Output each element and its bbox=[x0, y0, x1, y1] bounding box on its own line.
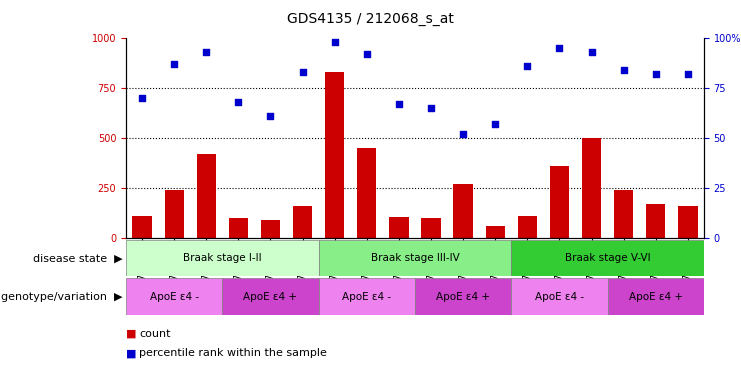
Point bbox=[489, 121, 501, 127]
Bar bbox=[453, 184, 473, 238]
Bar bbox=[222, 278, 319, 315]
Bar bbox=[608, 278, 704, 315]
Text: ApoE ε4 +: ApoE ε4 + bbox=[244, 291, 297, 302]
Bar bbox=[422, 218, 441, 238]
Text: ApoE ε4 +: ApoE ε4 + bbox=[436, 291, 490, 302]
Bar bbox=[261, 220, 280, 238]
Point bbox=[522, 63, 534, 70]
Bar bbox=[582, 138, 601, 238]
Point bbox=[136, 95, 148, 101]
Point bbox=[585, 49, 597, 55]
Bar bbox=[229, 218, 248, 238]
Point bbox=[296, 69, 308, 75]
Point bbox=[361, 51, 373, 58]
Point bbox=[329, 39, 341, 45]
Bar bbox=[678, 206, 697, 238]
Bar bbox=[485, 226, 505, 238]
Text: count: count bbox=[139, 329, 171, 339]
Text: ApoE ε4 -: ApoE ε4 - bbox=[535, 291, 584, 302]
Text: percentile rank within the sample: percentile rank within the sample bbox=[139, 348, 328, 358]
Bar bbox=[357, 148, 376, 238]
Point bbox=[554, 45, 565, 51]
Point bbox=[233, 99, 245, 105]
Bar bbox=[550, 166, 569, 238]
Bar bbox=[614, 190, 634, 238]
Text: ApoE ε4 +: ApoE ε4 + bbox=[629, 291, 682, 302]
Point bbox=[200, 49, 212, 55]
Bar bbox=[293, 206, 312, 238]
Point bbox=[425, 105, 437, 111]
Text: ■: ■ bbox=[126, 348, 136, 358]
Text: genotype/variation  ▶: genotype/variation ▶ bbox=[1, 291, 122, 302]
Point bbox=[650, 71, 662, 78]
Text: Braak stage V-VI: Braak stage V-VI bbox=[565, 253, 651, 263]
Text: ■: ■ bbox=[126, 329, 136, 339]
Point bbox=[265, 113, 276, 119]
Text: disease state  ▶: disease state ▶ bbox=[33, 253, 122, 263]
Text: ApoE ε4 -: ApoE ε4 - bbox=[342, 291, 391, 302]
Bar bbox=[325, 72, 345, 238]
Bar bbox=[511, 240, 704, 276]
Point bbox=[682, 71, 694, 78]
Bar bbox=[196, 154, 216, 238]
Text: ApoE ε4 -: ApoE ε4 - bbox=[150, 291, 199, 302]
Point bbox=[457, 131, 469, 137]
Bar bbox=[511, 278, 608, 315]
Bar bbox=[319, 240, 511, 276]
Bar bbox=[165, 190, 184, 238]
Bar bbox=[415, 278, 511, 315]
Text: Braak stage I-II: Braak stage I-II bbox=[183, 253, 262, 263]
Bar bbox=[319, 278, 415, 315]
Bar bbox=[389, 217, 408, 238]
Point bbox=[393, 101, 405, 108]
Bar bbox=[646, 204, 665, 238]
Text: Braak stage III-IV: Braak stage III-IV bbox=[370, 253, 459, 263]
Bar bbox=[518, 216, 537, 238]
Point bbox=[618, 67, 630, 73]
Bar bbox=[126, 240, 319, 276]
Point bbox=[168, 61, 180, 68]
Bar bbox=[126, 278, 222, 315]
Bar bbox=[133, 216, 152, 238]
Text: GDS4135 / 212068_s_at: GDS4135 / 212068_s_at bbox=[287, 12, 454, 25]
